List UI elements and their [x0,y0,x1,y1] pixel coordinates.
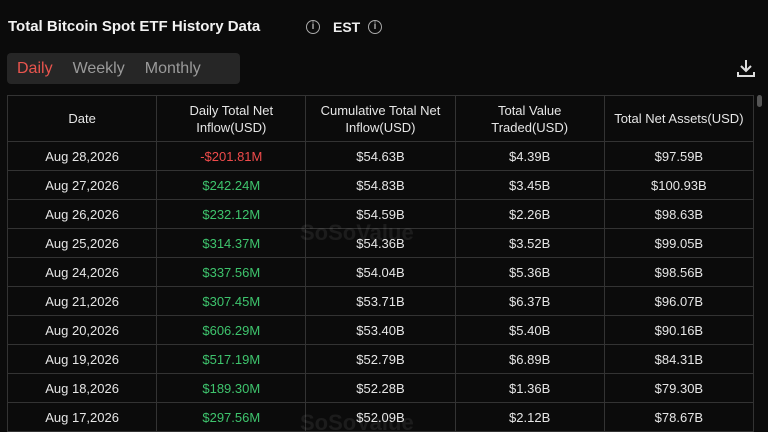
table-cell: $97.59B [603,141,755,171]
column-header: Total Net Assets(USD) [603,95,755,142]
data-table: Date Daily Total Net Inflow(USD) Cumulativ… [6,95,755,432]
table-cell: $4.39B [454,141,605,171]
table-cell: $5.36B [454,257,605,287]
column-header: Daily Total Net Inflow(USD) [156,95,307,142]
table-cell: $5.40B [454,315,605,345]
table-cell: Aug 19,2026 [6,344,158,374]
table-cell: -$201.81M [156,141,307,171]
table-cell: Aug 26,2026 [6,199,158,229]
watermark: SoSoValue [300,220,414,245]
table-cell: $517.19M [156,344,307,374]
table-cell: $84.31B [603,344,755,374]
scrollbar[interactable] [757,95,762,107]
column-header: Total Value Traded(USD) [454,95,605,142]
column-header: Date [6,95,158,142]
table-row: Aug 17,2026 $297.56M $52.09B $2.12B $78.67B [6,402,755,432]
table-cell: $98.63B [603,199,755,229]
table-row: Aug 28,2026 -$201.81M $54.63B $4.39B $97.59B [6,141,755,171]
table-cell: $100.93B [603,170,755,200]
column-header: Cumulative Total Net Inflow(USD) [305,95,456,142]
info-icon[interactable]: i [306,20,320,34]
table-row: Aug 24,2026 $337.56M $54.04B $5.36B $98.56B [6,257,755,287]
watermark: SoSoValue [300,410,414,432]
table-row: Aug 18,2026 $189.30M $52.28B $1.36B $79.30B [6,373,755,403]
table-row: Aug 19,2026 $517.19M $52.79B $6.89B $84.31B [6,344,755,374]
table-cell: Aug 24,2026 [6,257,158,287]
table-cell: $1.36B [454,373,605,403]
table-cell: $6.89B [454,344,605,374]
table-cell: Aug 28,2026 [6,141,158,171]
table-cell: $3.45B [454,170,605,200]
table-cell: Aug 17,2026 [6,402,158,432]
table-cell: $337.56M [156,257,307,287]
table-cell: $78.67B [603,402,755,432]
table-cell: $314.37M [156,228,307,258]
tab[interactable]: Monthly [144,59,201,77]
table-cell: $189.30M [156,373,307,403]
table-cell: Aug 18,2026 [6,373,158,403]
timezone: EST [333,19,361,35]
table-cell: $53.40B [305,315,456,345]
table-cell: $606.29M [156,315,307,345]
table-cell: $3.52B [454,228,605,258]
tab[interactable]: Daily [17,59,53,77]
table-cell: $2.26B [454,199,605,229]
table-cell: $54.83B [305,170,456,200]
table-row: Aug 20,2026 $606.29M $53.40B $5.40B $90.16B [6,315,755,345]
page-title: Total Bitcoin Spot ETF History Data [8,18,261,35]
table-cell: $54.36B [305,228,456,258]
table-cell: Aug 20,2026 [6,315,158,345]
table-row: Aug 25,2026 $314.37M $54.36B $3.52B $99.05B [6,228,755,258]
download-icon[interactable] [735,57,757,79]
table-cell: $52.28B [305,373,456,403]
table-cell: $52.09B [305,402,456,432]
table-cell: $53.71B [305,286,456,316]
table-cell: $52.79B [305,344,456,374]
table-row: Aug 27,2026 $242.24M $54.83B $3.45B $100.93B [6,170,755,200]
table-cell: $54.63B [305,141,456,171]
table-cell: $307.45M [156,286,307,316]
tab[interactable]: Weekly [72,59,125,77]
info-icon[interactable]: i [368,20,382,34]
table-cell: $79.30B [603,373,755,403]
table-cell: Aug 21,2026 [6,286,158,316]
table-cell: $2.12B [454,402,605,432]
table-cell: Aug 25,2026 [6,228,158,258]
table-cell: $6.37B [454,286,605,316]
table-row: Aug 26,2026 $232.12M $54.59B $2.26B $98.63B [6,199,755,229]
table-cell: $90.16B [603,315,755,345]
table-cell: Aug 27,2026 [6,170,158,200]
table-cell: $297.56M [156,402,307,432]
table-row: Aug 21,2026 $307.45M $53.71B $6.37B $96.07B [6,286,755,316]
table-cell: $54.04B [305,257,456,287]
table-cell: $242.24M [156,170,307,200]
tab-bar: Daily Weekly Monthly [7,53,240,84]
table-cell: $98.56B [603,257,755,287]
table-cell: $232.12M [156,199,307,229]
table-cell: $96.07B [603,286,755,316]
table-cell: $99.05B [603,228,755,258]
